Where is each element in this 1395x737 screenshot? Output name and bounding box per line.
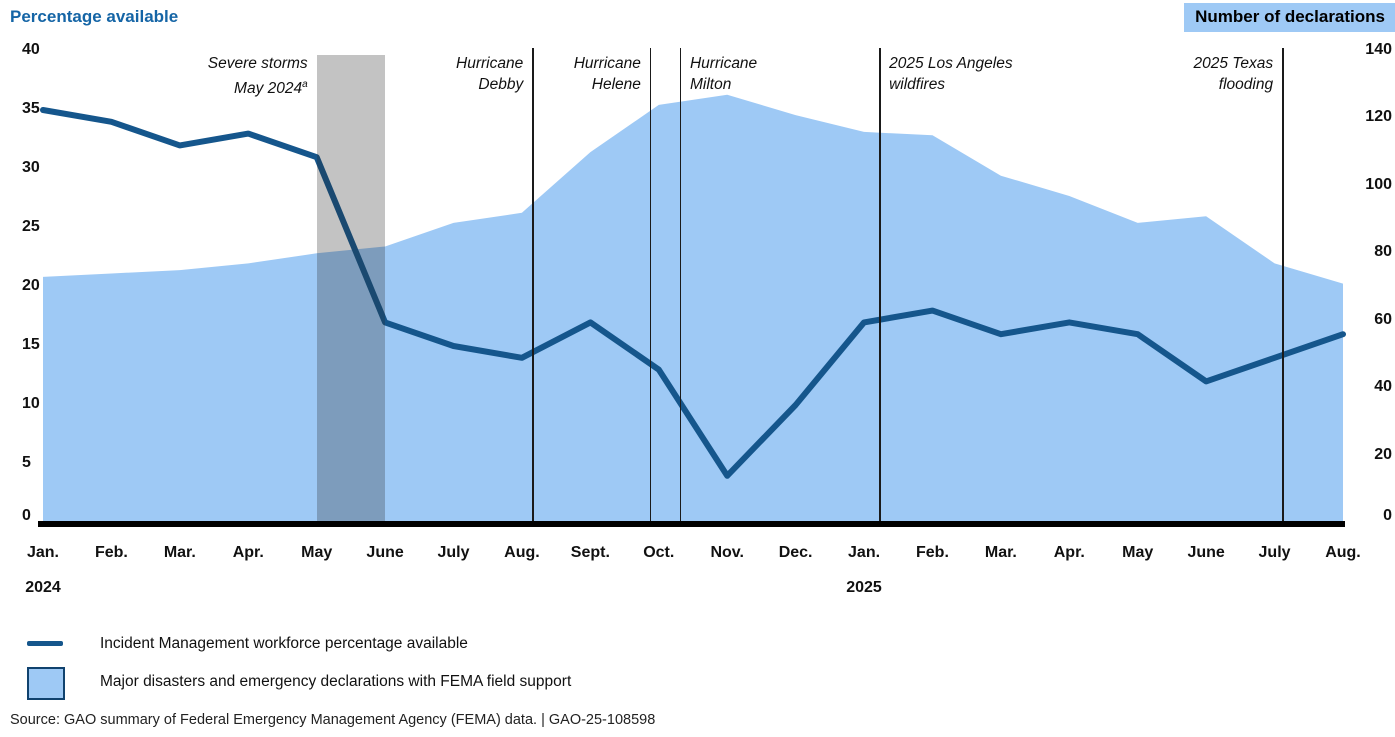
source-note: Source: GAO summary of Federal Emergency…: [10, 712, 656, 728]
annotation-hurricane-helene: Hurricane Helene: [573, 55, 641, 93]
x-axis-label-7: Aug.: [504, 544, 540, 561]
x-axis-label-8: Sept.: [570, 544, 610, 561]
x-axis-label-13: Feb.: [916, 544, 949, 561]
right-axis-tick-100: 100: [1365, 175, 1392, 193]
declarations-area-series: [43, 94, 1343, 525]
left-axis-tick-25: 25: [22, 218, 40, 235]
x-axis-label-15: Apr.: [1053, 544, 1085, 561]
hurricane-debby-line: [532, 48, 534, 523]
left-axis-tick-35: 35: [22, 100, 40, 117]
x-axis-label-4: May: [301, 544, 333, 561]
left-axis-tick-15: 15: [22, 336, 40, 353]
x-axis-label-2: Mar.: [163, 544, 196, 561]
x-axis-label-1: Feb.: [94, 544, 128, 561]
right-axis-tick-0: 0: [1383, 507, 1392, 524]
legend-label-declarations: Major disasters and emergency declaratio…: [100, 673, 572, 690]
x-axis-label-12: Jan.: [848, 544, 881, 561]
x-axis-label-14: Mar.: [984, 544, 1017, 561]
legend-line-swatch: [27, 641, 63, 646]
right-axis-tick-40: 40: [1374, 378, 1392, 396]
annotation-hurricane-debby: Hurricane Debby: [456, 55, 524, 93]
texas-flooding-line: [1282, 48, 1284, 523]
legend-label-workforce: Incident Management workforce percentage…: [100, 635, 468, 652]
annotation-hurricane-milton: Hurricane Milton: [689, 55, 758, 93]
x-axis-label-17: June: [1187, 544, 1225, 561]
x-axis-year-2025: 2025: [846, 579, 882, 596]
la-wildfires-line: [879, 48, 881, 523]
left-axis-tick-40: 40: [22, 41, 40, 58]
left-axis-tick-30: 30: [22, 159, 40, 176]
severe-storms-band: [316, 55, 386, 523]
annotation-texas-flooding: 2025 Texas flooding: [1193, 55, 1274, 93]
x-axis-label-11: Dec.: [778, 544, 813, 561]
hurricane-helene-line: [649, 48, 652, 523]
annotation-la-wildfires: 2025 Los Angeles wildfires: [889, 55, 1013, 93]
right-axis-tick-80: 80: [1374, 243, 1392, 261]
hurricane-milton-line: [679, 48, 682, 523]
x-axis-label-6: July: [437, 544, 470, 561]
x-axis-label-5: June: [366, 544, 404, 561]
left-axis-tick-20: 20: [22, 277, 40, 294]
x-axis-year-2024: 2024: [25, 579, 61, 596]
legend-area-swatch: [27, 667, 65, 700]
x-axis-label-18: July: [1258, 544, 1291, 561]
right-axis-tick-140: 140: [1365, 41, 1392, 58]
x-axis-line: [38, 521, 1345, 527]
workforce-percentage-line-series: [40, 107, 1346, 479]
annotation-severe-storms: Severe storms May 2024a: [207, 55, 308, 98]
x-axis-label-0: Jan.: [26, 544, 59, 561]
x-axis-label-10: Nov.: [710, 544, 744, 561]
x-axis-label-9: Oct.: [643, 544, 675, 561]
left-axis-tick-10: 10: [22, 395, 40, 412]
x-axis-label-19: Aug.: [1325, 544, 1361, 561]
severe-storms-footnote-marker: a: [302, 79, 308, 90]
x-axis-label-3: Apr.: [232, 544, 264, 561]
right-axis-tick-20: 20: [1374, 445, 1392, 463]
right-axis-tick-120: 120: [1365, 108, 1392, 126]
left-axis-tick-0: 0: [22, 507, 31, 524]
right-axis-title: Number of declarations: [1184, 3, 1395, 32]
left-axis-title: Percentage available: [10, 7, 179, 26]
left-axis-tick-5: 5: [22, 454, 31, 471]
right-axis-tick-60: 60: [1374, 310, 1392, 328]
x-axis-label-16: May: [1122, 544, 1154, 561]
